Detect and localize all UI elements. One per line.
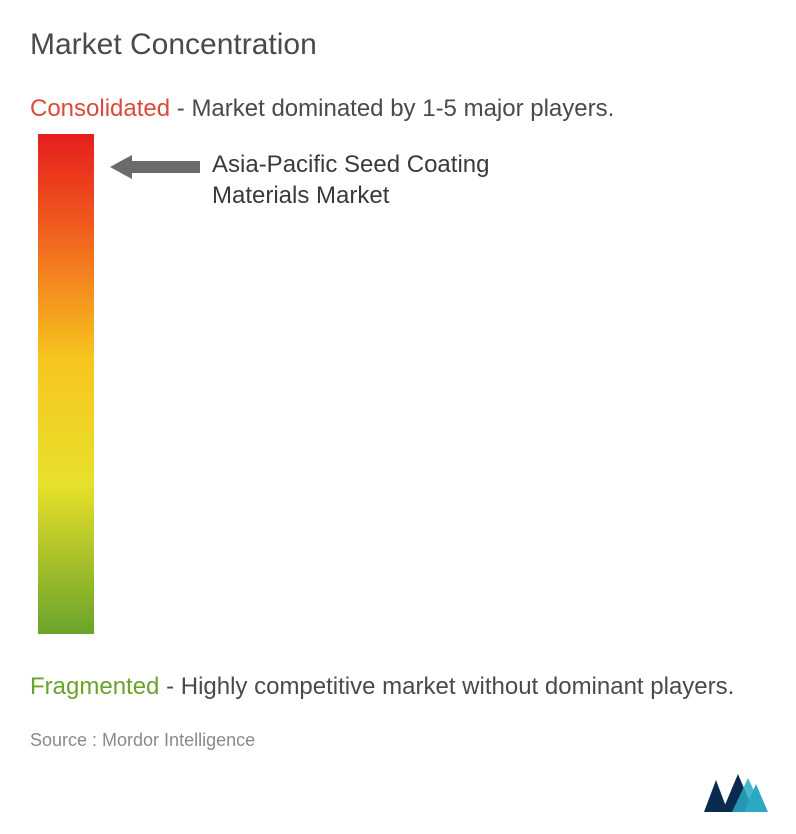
fragmented-term: Fragmented <box>30 673 159 700</box>
arrow-left-icon <box>110 153 200 181</box>
fragmented-desc-text: - Highly competitive market without domi… <box>159 673 734 700</box>
page-title: Market Concentration <box>30 28 766 62</box>
consolidated-term: Consolidated <box>30 95 170 122</box>
concentration-chart: Asia-Pacific Seed Coating Materials Mark… <box>30 134 766 654</box>
consolidated-description: Consolidated - Market dominated by 1-5 m… <box>30 94 766 124</box>
mordor-logo-icon <box>702 772 772 816</box>
gradient-bar <box>38 134 94 634</box>
market-marker: Asia-Pacific Seed Coating Materials Mark… <box>110 149 552 211</box>
consolidated-desc-text: - Market dominated by 1-5 major players. <box>170 95 614 122</box>
market-label: Asia-Pacific Seed Coating Materials Mark… <box>212 149 552 211</box>
source-text: Source : Mordor Intelligence <box>30 730 766 751</box>
fragmented-description: Fragmented - Highly competitive market w… <box>30 672 766 702</box>
